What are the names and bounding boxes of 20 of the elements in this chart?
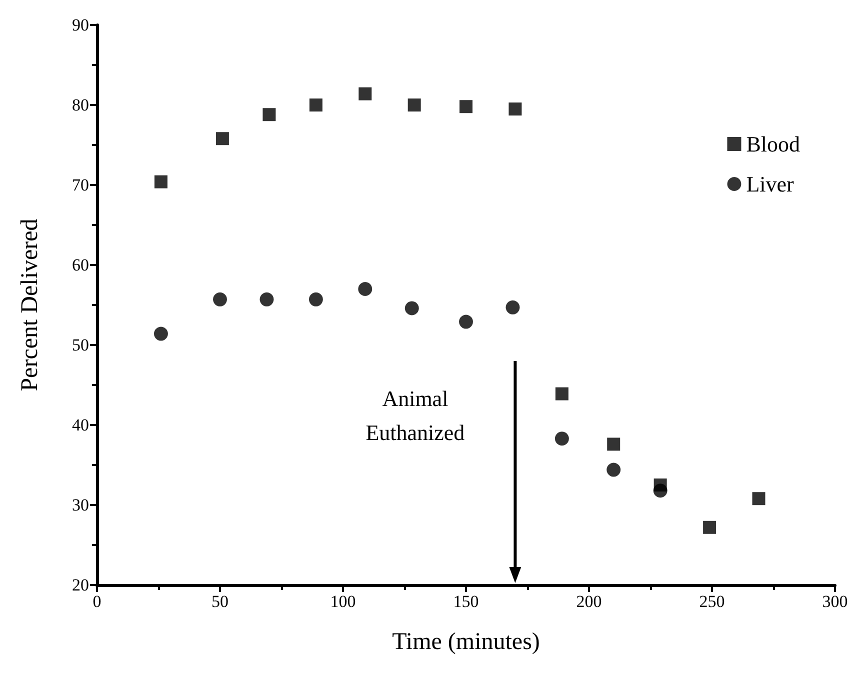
x-tick-label: 250 <box>699 592 725 611</box>
y-tick-label: 80 <box>72 96 89 114</box>
legend-label: Blood <box>746 132 800 156</box>
x-tick-label: 200 <box>576 592 602 611</box>
y-tick-label: 50 <box>72 336 89 354</box>
x-tick-label: 150 <box>453 592 479 611</box>
x-tick-label: 50 <box>212 592 228 611</box>
y-tick-label: 30 <box>72 496 89 514</box>
y-tick-label: 20 <box>72 576 89 594</box>
x-tick-label: 100 <box>330 592 356 611</box>
y-axis-title: Percent Delivered <box>17 218 43 392</box>
legend-label: Liver <box>746 172 795 196</box>
y-tick-label: 60 <box>72 256 89 274</box>
y-tick-label: 40 <box>72 416 89 434</box>
y-tick-label: 90 <box>72 16 89 34</box>
x-tick-label: 300 <box>822 592 848 611</box>
y-tick-label: 70 <box>72 176 89 194</box>
ref-line-label: Animal Euthanized <box>366 386 465 445</box>
x-tick-label: 0 <box>92 592 102 611</box>
x-axis-title: Time (minutes) <box>392 629 540 655</box>
